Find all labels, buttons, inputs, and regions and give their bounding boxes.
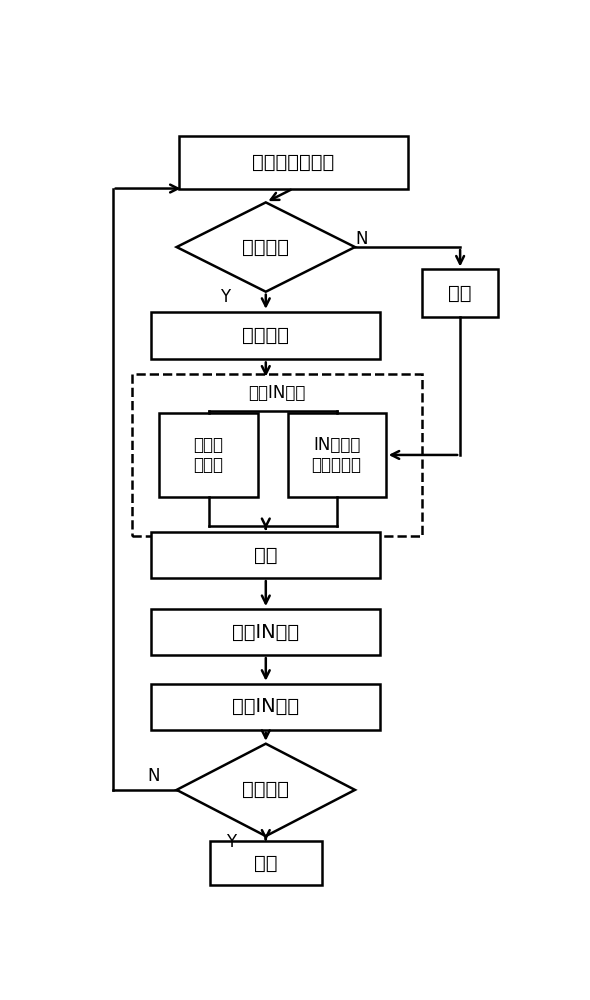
Text: Y: Y — [219, 288, 230, 306]
Text: 并集: 并集 — [254, 546, 277, 565]
Polygon shape — [176, 202, 355, 292]
Text: 结束: 结束 — [254, 854, 277, 873]
Bar — [422, 269, 498, 317]
Text: Y: Y — [227, 833, 237, 851]
Text: 导频信号: 导频信号 — [242, 238, 289, 257]
Text: N: N — [148, 767, 160, 785]
Text: 均衡: 均衡 — [448, 284, 472, 303]
Bar — [152, 684, 380, 730]
Bar — [210, 841, 322, 885]
Polygon shape — [176, 744, 355, 836]
Bar — [287, 413, 386, 497]
Bar — [152, 532, 380, 578]
Text: 信道估计: 信道估计 — [242, 326, 289, 345]
Text: 剩余IN检测: 剩余IN检测 — [248, 384, 306, 402]
Text: 剩余IN消除: 剩余IN消除 — [232, 697, 299, 716]
Text: 深度神
经网络: 深度神 经网络 — [194, 436, 224, 474]
Text: 剩余IN重构: 剩余IN重构 — [232, 623, 299, 642]
Text: 循环结束: 循环结束 — [242, 780, 289, 799]
Bar — [152, 312, 380, 359]
Text: 自适应置零阈值: 自适应置零阈值 — [252, 153, 335, 172]
Bar — [132, 374, 422, 536]
Bar — [152, 609, 380, 655]
Bar — [159, 413, 258, 497]
Text: N: N — [356, 230, 368, 248]
Bar — [179, 136, 408, 189]
Text: IN检测器
自适应阈值: IN检测器 自适应阈值 — [312, 436, 362, 474]
